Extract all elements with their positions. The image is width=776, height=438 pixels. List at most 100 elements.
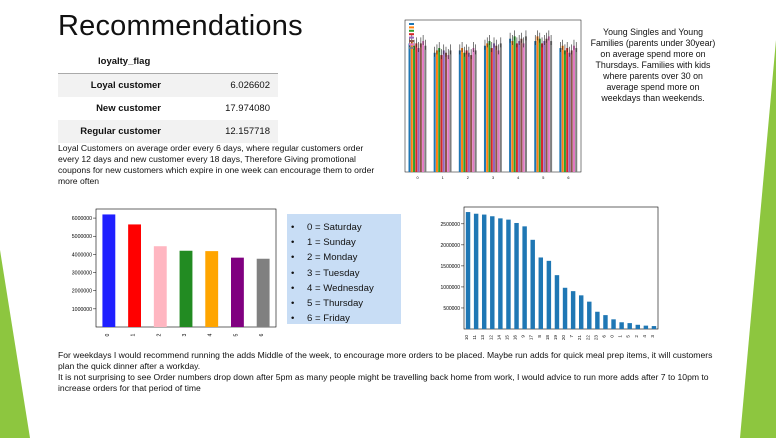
bar	[458, 50, 461, 172]
x-tick-label: 1	[442, 176, 444, 180]
bar	[153, 246, 167, 327]
bar	[536, 36, 539, 172]
bar	[499, 43, 502, 172]
bar	[205, 251, 219, 327]
bar	[587, 301, 592, 329]
x-tick-label: 6	[259, 333, 265, 336]
x-tick-label: 21	[577, 335, 582, 341]
legend-swatch	[409, 26, 414, 29]
x-tick-label: 18	[545, 335, 550, 341]
bar	[541, 43, 544, 172]
list-item: • 6 = Friday	[291, 313, 350, 325]
bar	[438, 48, 441, 172]
bar	[651, 326, 657, 329]
young-singles-paragraph: Young Singles and Young Families (parent…	[590, 27, 716, 103]
x-tick-label: 7	[569, 335, 574, 338]
bar	[547, 36, 550, 172]
y-tick-label: 500000	[443, 306, 460, 312]
x-tick-label: 11	[472, 335, 477, 340]
grouped-bar-chart: 0 1 2 3 4 5 6	[404, 19, 582, 180]
x-tick-label: 9	[521, 335, 526, 338]
list-item: • 1 = Sunday	[291, 237, 356, 249]
bar	[522, 226, 527, 329]
legend-swatch	[409, 23, 414, 25]
bar	[611, 319, 616, 329]
bar	[415, 43, 418, 172]
legend-swatch	[409, 43, 414, 46]
bar	[561, 45, 564, 172]
y-tick-label: 3000000	[72, 271, 92, 277]
y-tick-label: 5000000	[72, 234, 92, 240]
bar	[102, 214, 116, 327]
bar	[522, 43, 525, 172]
x-tick-label: 5	[233, 333, 239, 336]
bar	[559, 48, 562, 172]
bar	[417, 48, 420, 172]
table-row: Loyal customer 6.026602	[58, 73, 278, 97]
bar	[413, 45, 416, 172]
x-tick-label: 0	[417, 176, 419, 180]
bar	[472, 48, 475, 172]
bar	[488, 41, 491, 172]
bar	[467, 52, 470, 172]
x-tick-label: 3	[492, 176, 494, 180]
list-item: • 4 = Wednesday	[291, 282, 374, 294]
loyalty-table-header: loyalty_flag	[58, 50, 278, 74]
bar	[410, 41, 413, 172]
bar	[128, 224, 141, 327]
bar	[603, 315, 608, 329]
x-tick-label: 10	[464, 335, 469, 341]
list-item: • 3 = Tuesday	[291, 267, 360, 279]
weekday-recommendation-text: For weekdays I would recommend running t…	[58, 350, 713, 371]
bar	[538, 38, 541, 172]
bar	[483, 45, 486, 172]
bar	[424, 45, 427, 172]
row-label: New customer	[96, 103, 161, 114]
bar	[530, 239, 535, 329]
bar	[518, 41, 521, 172]
bar	[513, 36, 516, 172]
x-tick-label: 0	[105, 333, 111, 336]
bar	[256, 258, 270, 327]
bar	[566, 48, 569, 172]
bar	[231, 257, 244, 327]
left-green-accent	[0, 250, 30, 438]
bar	[447, 55, 450, 173]
bar	[408, 43, 411, 172]
bar	[419, 43, 422, 172]
bar	[568, 52, 571, 172]
bar	[554, 275, 560, 329]
bar	[179, 250, 193, 327]
y-tick-label: 4000000	[72, 252, 92, 258]
bar	[520, 38, 523, 172]
bar	[474, 50, 477, 172]
row-value: 12.157718	[169, 120, 278, 143]
x-tick-label: 1	[618, 335, 623, 338]
x-tick-label: 8	[537, 335, 542, 338]
bar	[465, 50, 468, 172]
legend-swatch	[409, 29, 414, 32]
bar	[433, 52, 436, 172]
bar	[486, 43, 489, 172]
bar	[627, 323, 632, 329]
y-tick-label: 6000000	[72, 216, 92, 222]
x-tick-label: 2	[467, 176, 469, 180]
x-tick-label: 3	[650, 335, 655, 338]
bar	[435, 50, 438, 172]
x-tick-label: 5	[626, 335, 631, 338]
bar	[440, 55, 443, 173]
x-tick-label: 17	[529, 335, 534, 341]
row-label: Loyal customer	[58, 73, 169, 97]
x-tick-label: 6	[601, 335, 606, 338]
x-tick-label: 12	[488, 335, 493, 341]
y-tick-label: 1000000	[72, 307, 92, 313]
list-item: • 5 = Thursday	[291, 298, 364, 310]
bar	[498, 218, 503, 329]
bar	[572, 45, 575, 172]
bar	[509, 38, 512, 172]
table-row: New customer 17.974080	[58, 97, 278, 120]
y-tick-label: 1500000	[441, 264, 461, 270]
x-tick-label: 0	[610, 335, 615, 338]
orders-by-day-chart: 1000000 2000000 3000000 4000000 5000000 60000…	[72, 208, 277, 336]
